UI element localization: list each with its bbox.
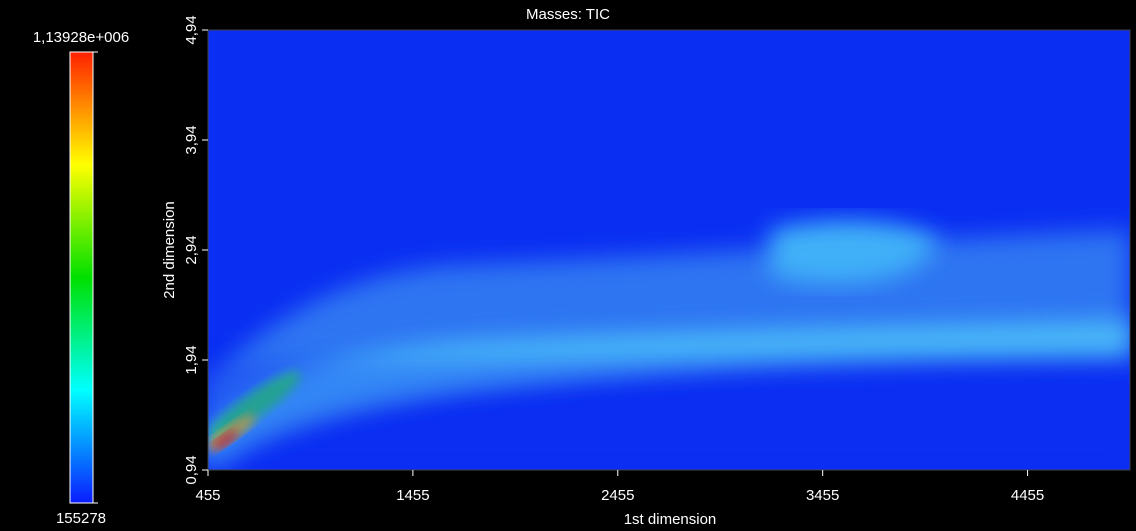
chart-title: Masses: TIC [526, 6, 610, 23]
x-tick-label: 1455 [396, 487, 429, 504]
y-tick-label: 2,94 [183, 235, 200, 264]
x-tick-label: 4455 [1011, 487, 1044, 504]
colorbar [69, 51, 94, 504]
colorbar-label: 155278 [56, 510, 106, 527]
y-axis-label: 2nd dimension [161, 201, 178, 299]
heatmap [208, 30, 1130, 470]
x-tick-label: 455 [195, 487, 220, 504]
x-axis-label: 1st dimension [624, 511, 717, 528]
y-tick-label: 4,94 [183, 15, 200, 44]
x-tick-label: 2455 [601, 487, 634, 504]
x-tick-label: 3455 [806, 487, 839, 504]
y-tick-label: 3,94 [183, 125, 200, 154]
y-tick-label: 0,94 [183, 455, 200, 484]
colorbar-label: 1,13928e+006 [33, 29, 129, 46]
y-tick-label: 1,94 [183, 345, 200, 374]
